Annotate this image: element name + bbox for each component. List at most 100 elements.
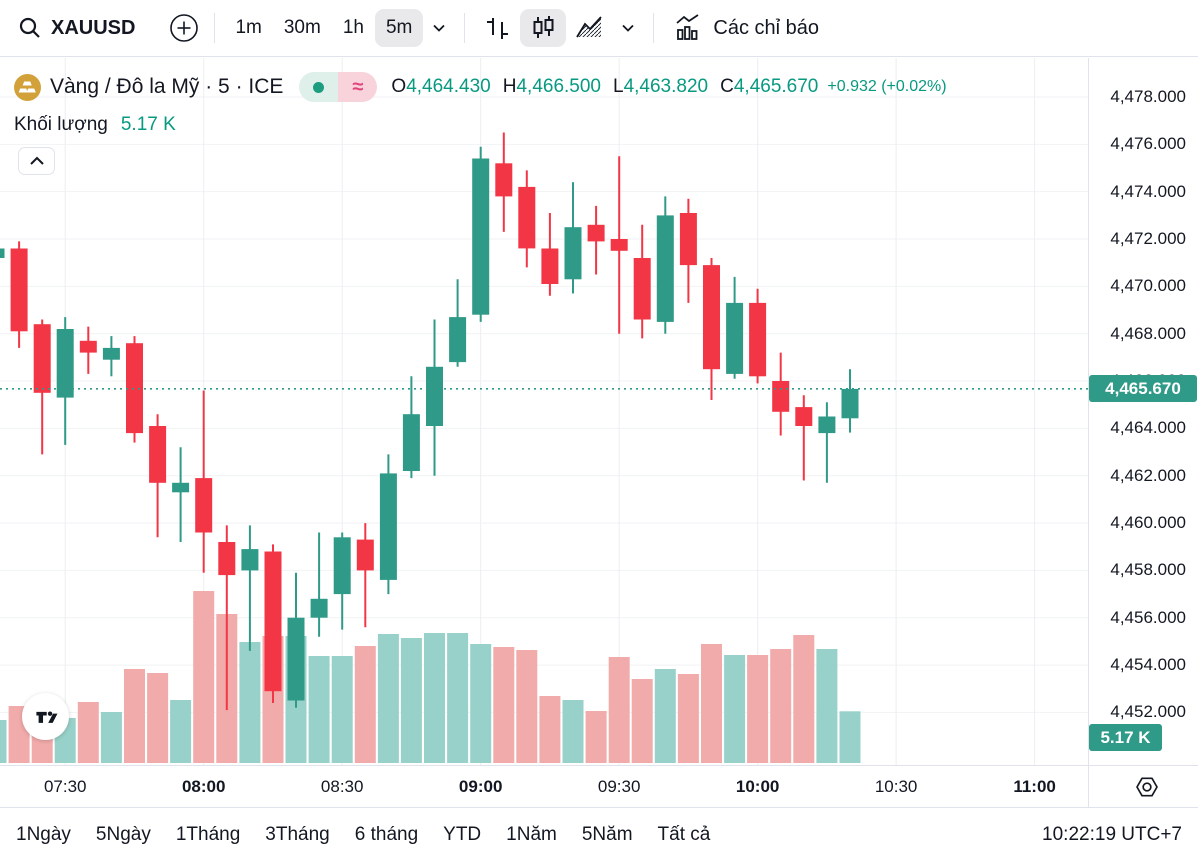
candle-body [495,163,513,197]
volume-bar [631,679,653,763]
candle-body [126,343,143,434]
volume-bar [400,638,422,763]
volume-bar [77,702,99,763]
timeframe-1m[interactable]: 1m [235,17,262,38]
candle-body [0,248,5,258]
volume-bar [170,700,192,763]
candle-body [772,381,790,412]
current-volume-badge: 5.17 K [1089,723,1162,751]
price-axis-label: 4,452.000 [1110,702,1186,722]
current-price-badge: 4,465.670 [1089,375,1197,403]
price-axis-label: 4,456.000 [1110,607,1186,627]
range-button-1ngày[interactable]: 1Ngày [16,823,71,845]
candle-body [518,186,536,249]
range-button-ytd[interactable]: YTD [443,823,482,845]
chart-canvas[interactable] [0,58,1088,765]
volume-bar [816,649,838,763]
range-button-tất-cả[interactable]: Tất cả [657,823,711,845]
symbol-label: XAUUSD [51,16,136,39]
candle-body [795,407,813,426]
candle-body [541,248,559,284]
time-axis-label: 09:00 [458,777,503,796]
ohlc-l: L 4,463.820 [613,76,709,97]
indicators-icon [676,14,699,40]
price-axis[interactable]: 4,478.000 4,476.000 4,474.000 4,472.000 4,47… [1088,58,1198,765]
legend-main-row[interactable]: Vàng / Đô la Mỹ · 5 · ICE ≈ O 4,464.430 H 4… [14,70,947,104]
price-axis-label: 4,468.000 [1110,323,1186,343]
volume-bar [793,635,815,763]
volume-bar [147,673,169,763]
range-button-3tháng[interactable]: 3Tháng [265,823,330,845]
candle-body [379,473,397,580]
price-axis-label: 4,472.000 [1110,229,1186,249]
price-axis-label: 4,454.000 [1110,655,1186,675]
candle-body [449,317,467,363]
indicators-button[interactable]: Các chỉ báo [663,9,829,47]
candle-body [287,617,305,701]
chart-style-area-button[interactable] [566,9,612,47]
market-status-pill[interactable]: ≈ [299,72,378,102]
candle-body [656,215,674,322]
time-axis-label: 07:30 [43,777,87,796]
candle-body [264,551,282,692]
timeframe-30m[interactable]: 30m [283,17,321,38]
gold-symbol-icon [14,73,41,101]
volume-bar [239,642,261,763]
volume-bar [424,633,445,763]
symbol-search-button[interactable]: XAUUSD [10,9,143,47]
candle-body [587,224,605,242]
volume-bar [677,674,699,763]
volume-bar [724,655,746,763]
range-button-6-tháng[interactable]: 6 tháng [354,823,419,845]
volume-bar [701,644,722,763]
chart-style-bars-button[interactable] [474,9,520,47]
candle-body [79,340,97,353]
candle-body [356,539,374,571]
candle-body [749,302,767,377]
compare-add-symbol-button[interactable] [163,9,205,47]
candle-body [679,213,697,266]
time-axis-label: 10:00 [735,777,780,796]
time-axis[interactable]: 07:30 08:00 08:30 09:00 09:30 10:00 10:30 11:00 [0,765,1198,807]
candle-body [633,258,651,320]
timeframe-1h[interactable]: 1h [342,17,364,38]
price-change: +0.932 (+0.02%) [827,78,947,95]
area-chart-icon [576,16,603,38]
legend-collapse-button[interactable] [18,147,55,175]
top-toolbar: XAUUSD 1m 30m 1h 5m Các c [0,0,1198,57]
chevron-down-icon [433,24,446,32]
range-button-5ngày[interactable]: 5Ngày [95,823,151,845]
volume-bar [470,644,492,763]
volume-bar [654,669,676,763]
ohlc-o: O 4,464.430 [391,76,491,97]
timeframe-5m[interactable]: 5m [374,9,424,47]
price-axis-label: 4,474.000 [1110,181,1186,201]
symbol-title[interactable]: Vàng / Đô la Mỹ · 5 · ICE [50,75,284,98]
price-axis-label: 4,470.000 [1110,276,1186,296]
range-button-1tháng[interactable]: 1Tháng [175,823,241,845]
time-axis-label: 08:00 [181,777,226,796]
candle-body [33,324,51,393]
clock[interactable]: 10:22:19 UTC+7 [1042,823,1182,845]
timeframe-dropdown-button[interactable] [423,9,455,47]
toolbar-divider [653,13,655,43]
range-button-1năm[interactable]: 1Năm [506,823,557,845]
timezone-settings-button[interactable] [1129,769,1165,805]
legend-volume-row[interactable]: Khối lượng 5.17 K [14,114,947,136]
time-axis-label: 10:30 [874,777,918,796]
chevron-down-icon [622,24,635,32]
volume-bar [539,696,561,763]
bars-chart-icon [487,18,509,39]
candle-body [726,302,744,374]
tradingview-logo[interactable] [22,693,69,740]
candle-body [610,239,628,251]
plus-circle-icon [170,14,199,42]
chart-style-dropdown-button[interactable] [612,9,644,47]
volume-bar [354,646,376,763]
range-button-5năm[interactable]: 5Năm [581,823,633,845]
candle-body [564,227,582,280]
chart-style-candles-button[interactable] [520,9,567,47]
volume-bar [770,649,792,763]
volume-bar [124,669,145,763]
volume-bar [839,711,861,763]
